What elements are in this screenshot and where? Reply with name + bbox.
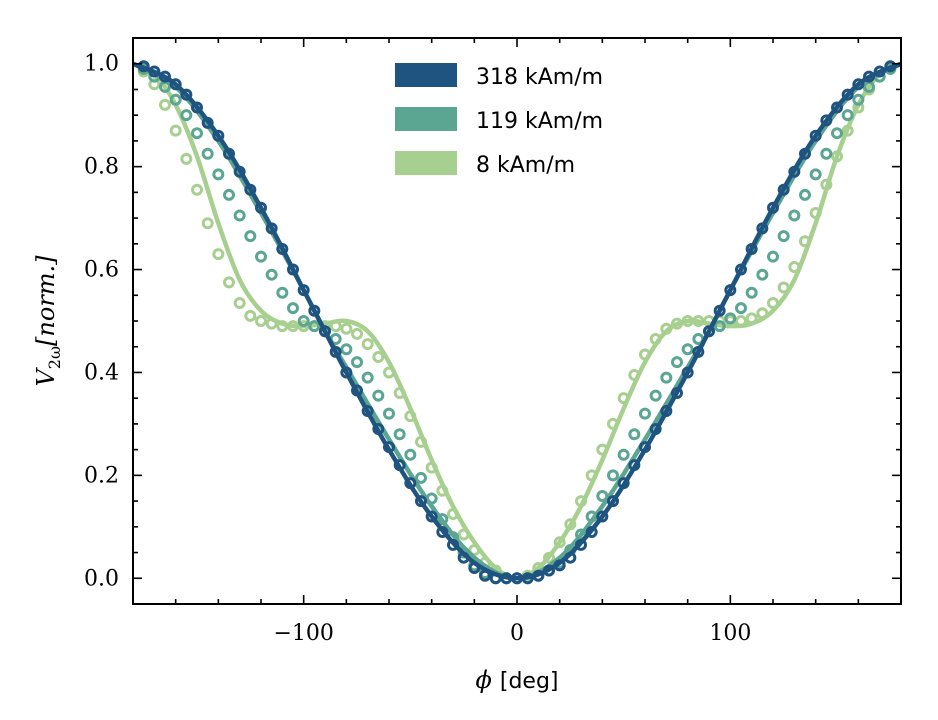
- marker-1-12: [265, 268, 278, 281]
- marker-1-4: [180, 109, 193, 122]
- marker-2-10: [244, 309, 257, 322]
- tick-labels: −100 0 100 0.0 0.2 0.4 0.6 0.8 1.0: [84, 52, 751, 646]
- marker-1-54: [713, 320, 726, 333]
- marker-1-44: [607, 469, 619, 482]
- marker-1-60: [777, 230, 790, 243]
- marker-1-64: [820, 147, 833, 160]
- marker-1-61: [788, 209, 801, 222]
- marker-1-24: [393, 428, 406, 441]
- y-tick-label: 0.4: [84, 360, 119, 385]
- marker-1-20: [351, 356, 363, 369]
- marker-1-63: [809, 168, 822, 181]
- marker-1-15: [297, 315, 310, 327]
- legend-swatch-0: [395, 63, 457, 87]
- legend-label-1: 119 kAm/m: [476, 109, 603, 134]
- marker-1-46: [628, 428, 641, 441]
- marker-0-66: [841, 88, 854, 101]
- marker-1-6: [201, 147, 214, 160]
- marker-1-58: [756, 268, 769, 281]
- legend-label-0: 318 kAm/m: [476, 65, 603, 90]
- marker-2-4: [180, 152, 193, 165]
- marker-1-7: [212, 168, 225, 181]
- marker-1-5: [191, 127, 203, 140]
- marker-1-67: [852, 93, 865, 106]
- marker-0-44: [607, 495, 619, 508]
- marker-1-62: [799, 188, 811, 201]
- y-tick-label: 0.8: [84, 155, 119, 180]
- marker-0-26: [415, 495, 427, 508]
- series-line-0: [133, 61, 901, 581]
- marker-0-4: [180, 88, 193, 101]
- marker-1-11: [255, 250, 267, 263]
- marker-1-26: [415, 471, 427, 484]
- y-tick-label: 0.0: [84, 566, 119, 591]
- marker-1-57: [745, 286, 758, 299]
- marker-1-3: [169, 93, 182, 106]
- marker-1-55: [724, 312, 737, 325]
- marker-2-21: [361, 338, 374, 351]
- legend: 318 kAm/m 119 kAm/m 8 kAm/m: [395, 63, 603, 178]
- marker-1-51: [681, 343, 694, 356]
- plot-area: [133, 60, 901, 585]
- marker-1-19: [340, 343, 353, 356]
- marker-2-20: [351, 327, 363, 340]
- y-tick-label: 0.6: [84, 258, 119, 283]
- marker-2-39: [553, 536, 566, 549]
- marker-1-16: [308, 320, 321, 333]
- marker-1-14: [287, 302, 299, 315]
- axis-ticks: [132, 37, 902, 604]
- x-axis-label: ϕ [deg]: [476, 666, 559, 694]
- marker-2-3: [169, 124, 182, 137]
- marker-1-13: [276, 286, 289, 299]
- marker-0-63: [809, 129, 822, 142]
- marker-1-65: [831, 127, 843, 140]
- legend-label-2: 8 kAm/m: [476, 153, 575, 178]
- marker-1-23: [383, 407, 395, 420]
- marker-2-7: [212, 248, 225, 261]
- marker-1-22: [372, 389, 385, 402]
- marker-2-22: [372, 351, 385, 364]
- x-tick-label: 0: [510, 621, 524, 646]
- marker-2-2: [159, 98, 171, 111]
- marker-1-48: [649, 389, 662, 402]
- marker-1-25: [404, 448, 417, 461]
- marker-2-8: [223, 276, 235, 289]
- y-tick-label: 0.2: [84, 463, 119, 488]
- marker-0-3: [169, 78, 182, 91]
- marker-0-65: [831, 101, 843, 114]
- marker-0-7: [212, 129, 225, 142]
- marker-0-64: [820, 114, 833, 127]
- marker-0-27: [425, 510, 438, 523]
- x-tick-label: −100: [273, 621, 333, 646]
- marker-1-9: [233, 209, 246, 222]
- x-tick-label: 100: [709, 621, 751, 646]
- marker-1-56: [735, 302, 747, 315]
- marker-1-47: [639, 407, 651, 420]
- marker-0-5: [191, 101, 203, 114]
- marker-2-11: [255, 315, 267, 327]
- marker-1-50: [671, 356, 683, 369]
- marker-2-6: [201, 217, 214, 230]
- marker-1-21: [361, 371, 374, 384]
- marker-1-59: [767, 250, 779, 263]
- legend-swatch-2: [395, 151, 457, 175]
- marker-0-67: [852, 78, 865, 91]
- marker-1-45: [617, 448, 630, 461]
- marker-1-66: [841, 109, 854, 122]
- marker-1-8: [223, 188, 235, 201]
- y-tick-label: 1.0: [84, 52, 119, 77]
- marker-1-10: [244, 230, 257, 243]
- marker-2-19: [340, 322, 353, 335]
- y-axis-label: V2ω[norm.]: [32, 255, 64, 387]
- marker-2-9: [233, 296, 246, 309]
- marker-1-49: [660, 371, 673, 384]
- series-0: [133, 60, 901, 585]
- marker-0-43: [596, 510, 609, 523]
- series-2: [133, 61, 901, 585]
- marker-2-5: [191, 183, 203, 196]
- legend-swatch-1: [395, 107, 457, 131]
- series-1: [133, 61, 901, 585]
